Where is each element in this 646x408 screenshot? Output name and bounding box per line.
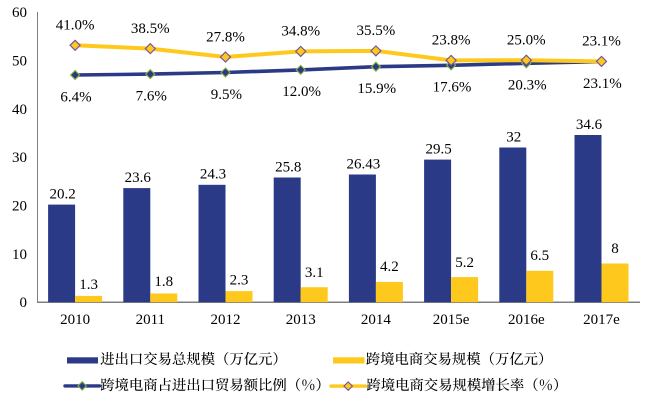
svg-text:35.5%: 35.5% xyxy=(357,23,396,39)
svg-text:7.6%: 7.6% xyxy=(136,88,167,104)
svg-text:20: 20 xyxy=(12,199,27,215)
svg-text:2014: 2014 xyxy=(361,312,392,328)
svg-text:26.43: 26.43 xyxy=(347,156,381,172)
svg-text:25.0%: 25.0% xyxy=(507,33,546,49)
svg-text:0: 0 xyxy=(20,295,28,311)
svg-text:34.6: 34.6 xyxy=(576,117,603,133)
svg-text:2016e: 2016e xyxy=(508,312,545,328)
svg-text:12.0%: 12.0% xyxy=(282,84,321,100)
svg-text:5.2: 5.2 xyxy=(455,255,474,271)
svg-text:6.4%: 6.4% xyxy=(60,89,91,105)
svg-text:9.5%: 9.5% xyxy=(211,87,242,103)
svg-text:4.2: 4.2 xyxy=(380,259,399,275)
svg-text:2010: 2010 xyxy=(60,312,90,328)
svg-text:29.5: 29.5 xyxy=(425,141,451,157)
svg-text:17.6%: 17.6% xyxy=(433,80,472,96)
svg-text:15.9%: 15.9% xyxy=(357,81,396,97)
svg-text:27.8%: 27.8% xyxy=(206,29,245,45)
svg-text:10: 10 xyxy=(12,247,27,263)
svg-text:25.8: 25.8 xyxy=(275,159,301,175)
svg-text:38.5%: 38.5% xyxy=(131,21,170,37)
svg-text:20.3%: 20.3% xyxy=(508,78,547,94)
svg-text:30: 30 xyxy=(12,150,27,166)
svg-text:2.3: 2.3 xyxy=(230,272,249,288)
svg-text:34.8%: 34.8% xyxy=(281,24,320,40)
svg-text:23.8%: 23.8% xyxy=(432,33,471,49)
svg-text:41.0%: 41.0% xyxy=(56,18,95,34)
svg-text:3.1: 3.1 xyxy=(305,265,324,281)
svg-text:2012: 2012 xyxy=(211,312,241,328)
svg-text:1.3: 1.3 xyxy=(79,277,98,293)
svg-text:2017e: 2017e xyxy=(583,312,620,328)
svg-text:50: 50 xyxy=(12,54,27,70)
svg-text:40: 40 xyxy=(12,102,27,118)
svg-text:60: 60 xyxy=(12,5,27,21)
svg-text:2011: 2011 xyxy=(136,312,165,328)
svg-text:23.1%: 23.1% xyxy=(582,34,621,50)
svg-text:1.8: 1.8 xyxy=(154,274,173,290)
svg-text:23.1%: 23.1% xyxy=(583,76,622,92)
svg-text:8: 8 xyxy=(611,241,619,257)
svg-text:24.3: 24.3 xyxy=(200,167,226,183)
svg-text:6.5: 6.5 xyxy=(530,248,549,264)
svg-text:23.6: 23.6 xyxy=(125,170,152,186)
svg-text:32: 32 xyxy=(506,129,521,145)
svg-text:2015e: 2015e xyxy=(433,312,470,328)
svg-text:20.2: 20.2 xyxy=(49,186,75,202)
svg-text:2013: 2013 xyxy=(286,312,316,328)
